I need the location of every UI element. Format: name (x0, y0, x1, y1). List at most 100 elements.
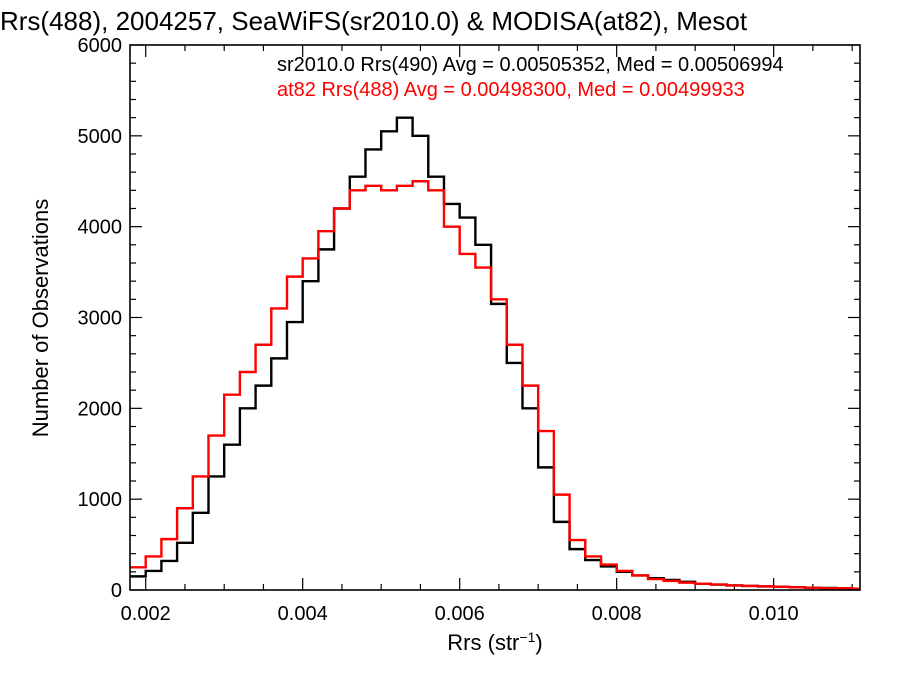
y-tick-label: 4000 (78, 217, 123, 239)
histogram-bin-point-at82 (678, 582, 681, 584)
x-axis-title-superscript: −1 (519, 629, 535, 645)
y-axis-title: Number of Observations (28, 199, 53, 437)
histogram-bin-point-sr2010 (254, 385, 257, 387)
histogram-bin-point-at82 (757, 585, 759, 587)
histogram-bin-point-sr2010 (380, 130, 382, 132)
histogram-bin-point-at82 (145, 555, 147, 557)
histogram-bin-point-at82 (804, 587, 806, 589)
histogram-bin-point-at82 (207, 434, 210, 437)
x-tick-labels: 0.002 0.004 0.006 0.008 0.010 (121, 603, 799, 625)
histogram-bin-point-at82 (851, 588, 853, 590)
histogram-bin-point-sr2010 (553, 521, 555, 523)
histogram-bin-point-at82 (694, 583, 696, 585)
x-axis-title-text: Rrs (str (447, 630, 519, 655)
histogram-bin-point-at82 (600, 563, 602, 566)
histogram-bin-point-at82 (820, 587, 822, 589)
x-axis-title: Rrs (str−1) (447, 629, 542, 655)
legend-entry-black: sr2010.0 Rrs(490) Avg = 0.00505352, Med … (277, 54, 784, 76)
histogram-bin-point-sr2010 (427, 176, 429, 178)
histogram-bin-point-at82 (663, 580, 665, 582)
histogram-bin-point-sr2010 (270, 357, 272, 359)
histogram-bin-point-sr2010 (364, 148, 367, 151)
histogram-bin-point-at82 (647, 578, 649, 580)
chart-title: Rrs(488), 2004257, SeaWiFS(sr2010.0) & M… (0, 6, 748, 36)
histogram-bin-point-at82 (584, 555, 586, 557)
legend-entry-red: at82 Rrs(488) Avg = 0.00498300, Med = 0.… (277, 79, 745, 101)
histogram-bin-point-sr2010 (537, 466, 539, 468)
histogram-bin-point-at82 (192, 475, 194, 478)
histogram-bin-point-sr2010 (223, 444, 225, 446)
histogram-bin-point-at82 (333, 207, 335, 210)
histogram-bin-point-sr2010 (160, 560, 162, 562)
histogram-bin-point-sr2010 (396, 117, 398, 119)
histogram-bin-point-sr2010 (521, 407, 524, 409)
histogram-bin-point-at82 (616, 570, 618, 572)
histogram-bin-point-sr2010 (286, 321, 288, 323)
histogram-bin-point-at82 (459, 253, 461, 255)
series-layer (129, 116, 860, 590)
x-tick-label: 0.002 (121, 603, 171, 625)
histogram-bin-point-sr2010 (302, 280, 304, 282)
y-tick-label: 6000 (78, 35, 123, 57)
histogram-bin-point-sr2010 (474, 244, 476, 246)
histogram-bin-point-at82 (773, 586, 775, 588)
histogram-bin-point-at82 (788, 586, 790, 588)
histogram-bin-point-at82 (380, 189, 382, 191)
histogram-bin-point-sr2010 (239, 407, 241, 409)
histogram-bin-point-at82 (223, 394, 225, 396)
histogram-bin-point-at82 (725, 584, 728, 587)
histogram-bin-point-at82 (474, 266, 476, 269)
x-tick-label: 0.008 (592, 603, 642, 625)
histogram-bin-point-at82 (741, 585, 743, 587)
histogram-bin-point-at82 (490, 298, 492, 300)
y-tick-label: 1000 (78, 489, 123, 511)
histogram-bin-point-at82 (349, 189, 351, 191)
histogram-bin-point-at82 (506, 344, 508, 346)
histogram-bin-point-at82 (239, 371, 241, 373)
histogram-bin-point-sr2010 (411, 135, 414, 137)
y-tick-label: 2000 (78, 398, 123, 420)
histogram-series-sr2010 (130, 116, 860, 590)
histogram-bin-point-sr2010 (459, 216, 461, 219)
histogram-bin-point-sr2010 (600, 565, 602, 567)
histogram-bin-point-at82 (835, 587, 838, 589)
histogram-bin-point-at82 (631, 574, 633, 577)
histogram-bin-point-at82 (443, 226, 445, 228)
histogram-bin-point-at82 (710, 583, 712, 586)
histogram-bin-point-sr2010 (584, 559, 586, 561)
histogram-bin-point-at82 (286, 276, 288, 278)
histogram-bin-point-at82 (427, 189, 429, 191)
x-tick-label: 0.006 (435, 603, 485, 625)
histogram-bin-point-sr2010 (145, 570, 147, 572)
histogram-bin-point-sr2010 (490, 303, 492, 305)
histogram-bin-point-at82 (568, 539, 571, 541)
x-tick-label: 0.004 (278, 603, 328, 625)
histogram-bin-point-at82 (254, 344, 257, 346)
histogram-bin-point-at82 (160, 538, 162, 540)
legend: sr2010.0 Rrs(490) Avg = 0.00505352, Med … (277, 54, 784, 101)
y-tick-label: 5000 (78, 126, 123, 148)
histogram-bin-point-sr2010 (506, 362, 508, 364)
histogram-bin-point-at82 (396, 185, 398, 187)
histogram-series-at82 (130, 180, 860, 590)
histogram-bin-point-at82 (317, 230, 319, 232)
y-tick-label: 0 (111, 580, 122, 602)
histogram-bin-point-sr2010 (176, 542, 178, 544)
histogram-bin-point-sr2010 (349, 176, 351, 178)
histogram-bin-point-at82 (176, 507, 178, 509)
axis-ticks (130, 44, 860, 591)
histogram-bin-point-at82 (270, 307, 272, 310)
histogram-bin-point-sr2010 (192, 512, 194, 514)
x-axis-title-close: ) (535, 630, 542, 655)
y-tick-labels: 0 1000 2000 3000 4000 5000 6000 (78, 35, 123, 602)
plot-frame (129, 44, 861, 591)
y-tick-label: 3000 (78, 308, 123, 330)
histogram-bin-point-at82 (521, 385, 524, 387)
histogram-bin-point-at82 (537, 430, 539, 432)
x-tick-label: 0.010 (749, 603, 799, 625)
histogram-bin-point-sr2010 (568, 548, 571, 550)
histogram-bin-point-at82 (302, 257, 304, 260)
histogram-bin-point-at82 (411, 180, 414, 182)
histogram-bin-point-at82 (553, 494, 555, 496)
